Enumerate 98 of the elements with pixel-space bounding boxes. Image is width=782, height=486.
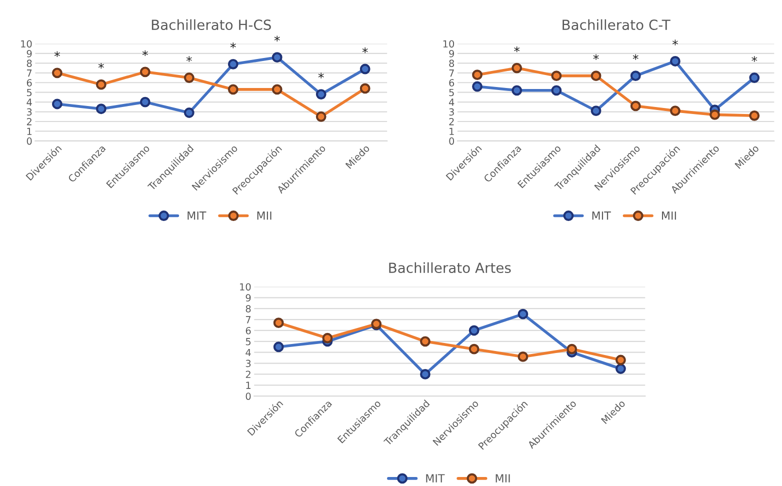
point <box>140 66 150 78</box>
point <box>749 72 760 83</box>
legend-label: MIT <box>592 212 611 220</box>
point <box>52 98 62 110</box>
point <box>420 369 430 380</box>
point <box>749 110 760 121</box>
point <box>96 79 106 90</box>
point <box>512 85 522 96</box>
point <box>566 344 578 354</box>
y-tick-label: 2 <box>246 370 250 378</box>
y-tick-label: 7 <box>27 70 32 77</box>
point <box>420 336 430 347</box>
y-tick-label: 8 <box>246 305 251 312</box>
point <box>468 344 480 354</box>
y-tick-label: 7 <box>449 70 454 77</box>
point <box>316 111 326 122</box>
point <box>228 58 238 70</box>
point <box>184 72 194 83</box>
y-tick-label: 6 <box>26 79 32 86</box>
y-tick-label: 4 <box>246 348 251 356</box>
annotation: * <box>362 47 368 54</box>
y-tick-label: 3 <box>26 108 32 116</box>
y-tick-label: 4 <box>448 98 454 106</box>
point <box>472 81 482 92</box>
y-tick-label: 5 <box>449 88 454 96</box>
y-tick-label: 3 <box>246 360 251 368</box>
chart-title: Bachillerato H-CS <box>152 19 271 30</box>
annotation: * <box>54 51 60 57</box>
y-tick-label: 4 <box>26 98 32 106</box>
point <box>273 342 284 352</box>
point <box>96 104 106 114</box>
annotation: * <box>752 56 758 62</box>
legend-label: MII <box>496 474 510 482</box>
annotation: * <box>632 54 638 60</box>
y-tick-label: 10 <box>21 40 32 48</box>
y-tick-label: 6 <box>449 79 454 86</box>
point <box>272 52 282 63</box>
y-tick-label: 9 <box>26 50 32 58</box>
y-tick-label: 9 <box>449 50 454 58</box>
y-tick-label: 3 <box>449 108 454 116</box>
y-tick-label: 0 <box>246 392 251 400</box>
point <box>360 64 370 74</box>
annotation: * <box>98 62 104 69</box>
chart-title: Bachillerato Artes <box>389 262 511 274</box>
point <box>670 106 680 116</box>
y-tick-label: 10 <box>443 40 454 48</box>
point <box>670 56 680 66</box>
point <box>184 108 194 118</box>
annotation: * <box>318 72 324 78</box>
annotation: * <box>514 46 520 52</box>
point <box>710 109 720 120</box>
point <box>518 308 528 320</box>
y-tick-label: 8 <box>26 60 32 68</box>
point <box>630 100 641 112</box>
legend-label: MIT <box>426 474 445 482</box>
point <box>551 70 562 82</box>
point <box>551 85 562 96</box>
y-tick-label: 6 <box>246 326 251 334</box>
annotation: * <box>593 54 599 60</box>
point <box>472 70 482 80</box>
y-tick-label: 1 <box>450 128 454 135</box>
y-tick-label: 1 <box>27 128 32 135</box>
legend-label: MIT <box>188 212 206 220</box>
y-tick-label: 0 <box>449 137 454 145</box>
annotation: * <box>142 50 148 56</box>
point <box>468 325 480 336</box>
annotation: * <box>274 36 280 42</box>
annotation: * <box>186 56 192 62</box>
y-tick-label: 1 <box>246 382 250 389</box>
point <box>272 84 282 95</box>
legend-label: MII <box>257 212 272 220</box>
point <box>616 354 626 366</box>
point <box>590 106 602 116</box>
point <box>512 62 522 74</box>
y-tick-label: 0 <box>26 137 32 145</box>
annotation: * <box>230 42 236 48</box>
y-tick-label: 9 <box>246 294 251 302</box>
point <box>630 70 641 82</box>
y-tick-label: 2 <box>449 118 454 126</box>
point <box>590 70 602 82</box>
point <box>140 96 150 108</box>
point <box>322 332 333 344</box>
point <box>518 352 528 362</box>
point <box>616 364 626 374</box>
y-tick-label: 5 <box>26 88 32 96</box>
point <box>52 68 62 78</box>
point <box>228 84 238 95</box>
y-tick-label: 10 <box>240 283 251 291</box>
y-tick-label: 8 <box>449 60 454 68</box>
y-tick-label: 2 <box>26 118 32 126</box>
chart-title: Bachillerato C-T <box>562 19 670 30</box>
annotation: * <box>672 40 678 46</box>
point <box>273 318 284 328</box>
y-tick-label: 7 <box>246 316 251 324</box>
point <box>316 89 326 100</box>
point <box>360 83 370 94</box>
legend-label: MII <box>662 212 676 220</box>
y-tick-label: 5 <box>246 338 251 346</box>
